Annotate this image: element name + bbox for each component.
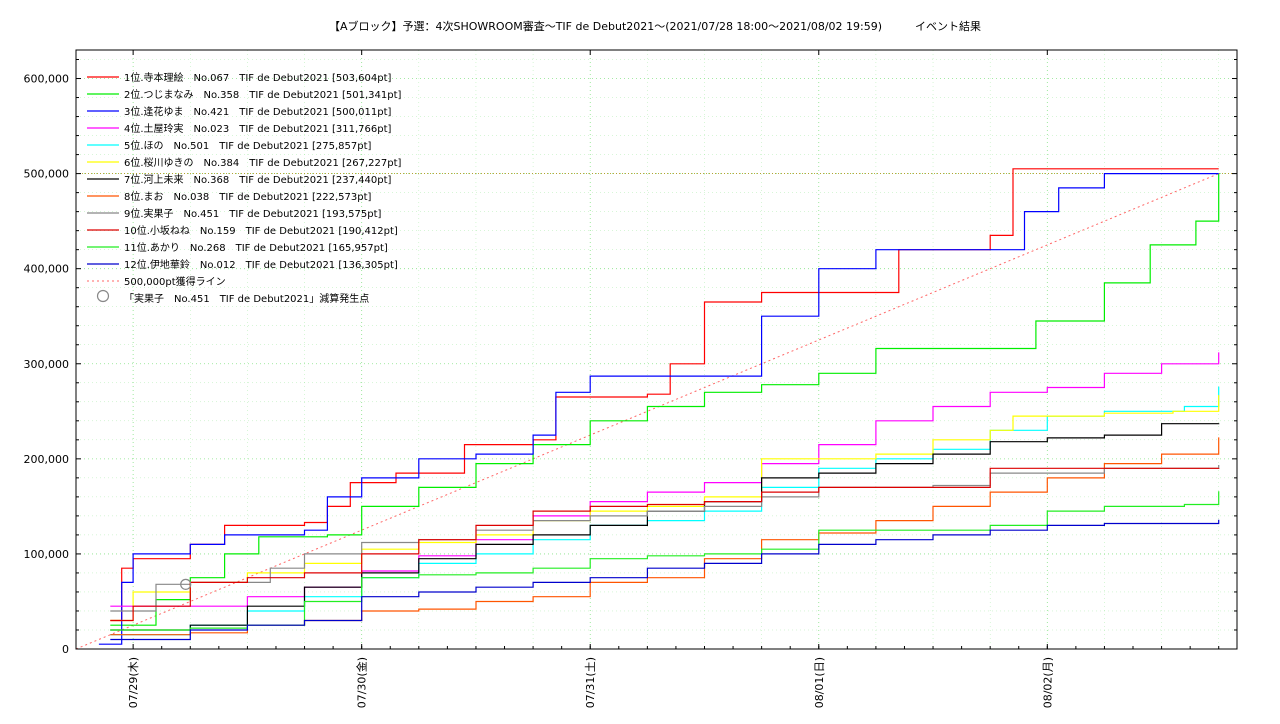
grid xyxy=(76,50,1237,649)
y-tick-label: 600,000 xyxy=(24,73,70,86)
legend-label: 9位.実果子 No.451 TIF de Debut2021 [193,575p… xyxy=(124,207,382,220)
markers xyxy=(180,578,192,590)
legend-label: 3位.逢花ゆま No.421 TIF de Debut2021 [500,011… xyxy=(124,105,392,118)
y-tick-label: 0 xyxy=(62,643,69,656)
legend: 1位.寺本理絵 No.067 TIF de Debut2021 [503,604… xyxy=(87,71,402,305)
series-line-12 xyxy=(110,519,1220,641)
legend-label: 2位.つじまなみ No.358 TIF de Debut2021 [501,34… xyxy=(124,88,402,101)
legend-label: 11位.あかり No.268 TIF de Debut2021 [165,957… xyxy=(124,241,388,254)
series-line-8 xyxy=(110,437,1220,636)
x-tick-label: 08/01(日) xyxy=(813,657,826,708)
legend-label: 10位.小坂ねね No.159 TIF de Debut2021 [190,41… xyxy=(124,224,398,237)
legend-label: 1位.寺本理絵 No.067 TIF de Debut2021 [503,604… xyxy=(124,71,392,84)
x-tick-label: 07/30(金) xyxy=(355,657,369,708)
legend-label: 6位.桜川ゆきの No.384 TIF de Debut2021 [267,22… xyxy=(124,156,402,169)
x-tick-label: 08/02(月) xyxy=(1041,657,1054,708)
series-line-6 xyxy=(110,395,1220,622)
legend-label: 12位.伊地華鈴 No.012 TIF de Debut2021 [136,30… xyxy=(124,258,398,271)
plot-frame xyxy=(75,49,1238,650)
legend-label: 5位.ほの No.501 TIF de Debut2021 [275,857pt… xyxy=(124,139,372,152)
y-tick-label: 500,000 xyxy=(24,168,70,181)
series-line-7 xyxy=(110,423,1220,631)
legend-label: 8位.まお No.038 TIF de Debut2021 [222,573pt… xyxy=(124,190,372,203)
y-tick-label: 400,000 xyxy=(24,263,70,276)
series-line-5 xyxy=(110,386,1220,636)
x-tick-label: 07/31(土) xyxy=(584,657,597,708)
y-tick-label: 200,000 xyxy=(24,453,70,466)
series-lines xyxy=(98,168,1220,645)
legend-label: 500,000pt獲得ライン xyxy=(124,275,226,288)
series-line-10 xyxy=(110,467,1220,622)
reference-lines xyxy=(75,173,1237,650)
series-line-3 xyxy=(98,173,1219,645)
reference-line xyxy=(75,173,1219,650)
decrease-marker xyxy=(180,578,192,590)
legend-marker xyxy=(96,289,110,303)
axes: 0 100,000 200,000 300,000 400,000 500,000 600,… xyxy=(24,50,1237,708)
series-line-2 xyxy=(110,173,1220,626)
legend-label: 4位.土屋玲実 No.023 TIF de Debut2021 [311,766… xyxy=(124,122,392,135)
x-tick-label: 07/29(木) xyxy=(127,657,140,708)
y-tick-label: 100,000 xyxy=(24,548,70,561)
series-line-9 xyxy=(110,465,1220,612)
y-tick-label: 300,000 xyxy=(24,358,70,371)
legend-label: 「実果子 No.451 TIF de Debut2021」減算発生点 xyxy=(124,292,369,305)
chart-title: 【Aブロック】予選：4次SHOWROOM審査〜TIF de Debut2021〜… xyxy=(329,19,981,33)
legend-label: 7位.河上未来 No.368 TIF de Debut2021 [237,440… xyxy=(124,173,392,186)
series-line-11 xyxy=(110,491,1220,631)
